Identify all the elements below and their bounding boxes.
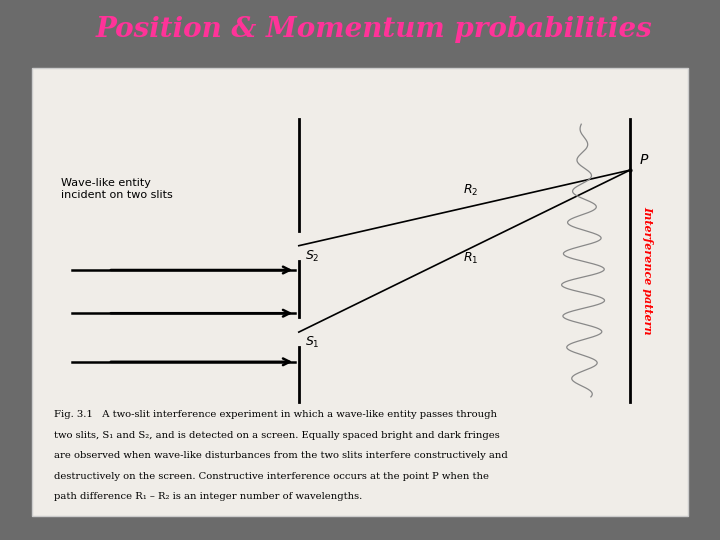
Text: Fig. 3.1   A two-slit interference experiment in which a wave-like entity passes: Fig. 3.1 A two-slit interference experim… bbox=[54, 410, 497, 420]
Text: $S_2$: $S_2$ bbox=[305, 248, 319, 264]
Text: are observed when wave-like disturbances from the two slits interfere constructi: are observed when wave-like disturbances… bbox=[54, 451, 508, 461]
Text: Position & Momentum probabilities: Position & Momentum probabilities bbox=[96, 16, 653, 43]
Text: Interference pattern: Interference pattern bbox=[642, 206, 654, 334]
Text: Wave-like entity
incident on two slits: Wave-like entity incident on two slits bbox=[61, 178, 173, 200]
Text: destructively on the screen. Constructive interference occurs at the point P whe: destructively on the screen. Constructiv… bbox=[54, 472, 489, 481]
FancyBboxPatch shape bbox=[32, 68, 688, 516]
Text: $P$: $P$ bbox=[639, 153, 649, 167]
Text: $R_1$: $R_1$ bbox=[463, 251, 479, 266]
Text: $R_2$: $R_2$ bbox=[464, 183, 479, 198]
Text: two slits, S₁ and S₂, and is detected on a screen. Equally spaced bright and dar: two slits, S₁ and S₂, and is detected on… bbox=[54, 431, 500, 440]
Text: $S_1$: $S_1$ bbox=[305, 335, 319, 350]
Text: path difference R₁ – R₂ is an integer number of wavelengths.: path difference R₁ – R₂ is an integer nu… bbox=[54, 492, 362, 502]
